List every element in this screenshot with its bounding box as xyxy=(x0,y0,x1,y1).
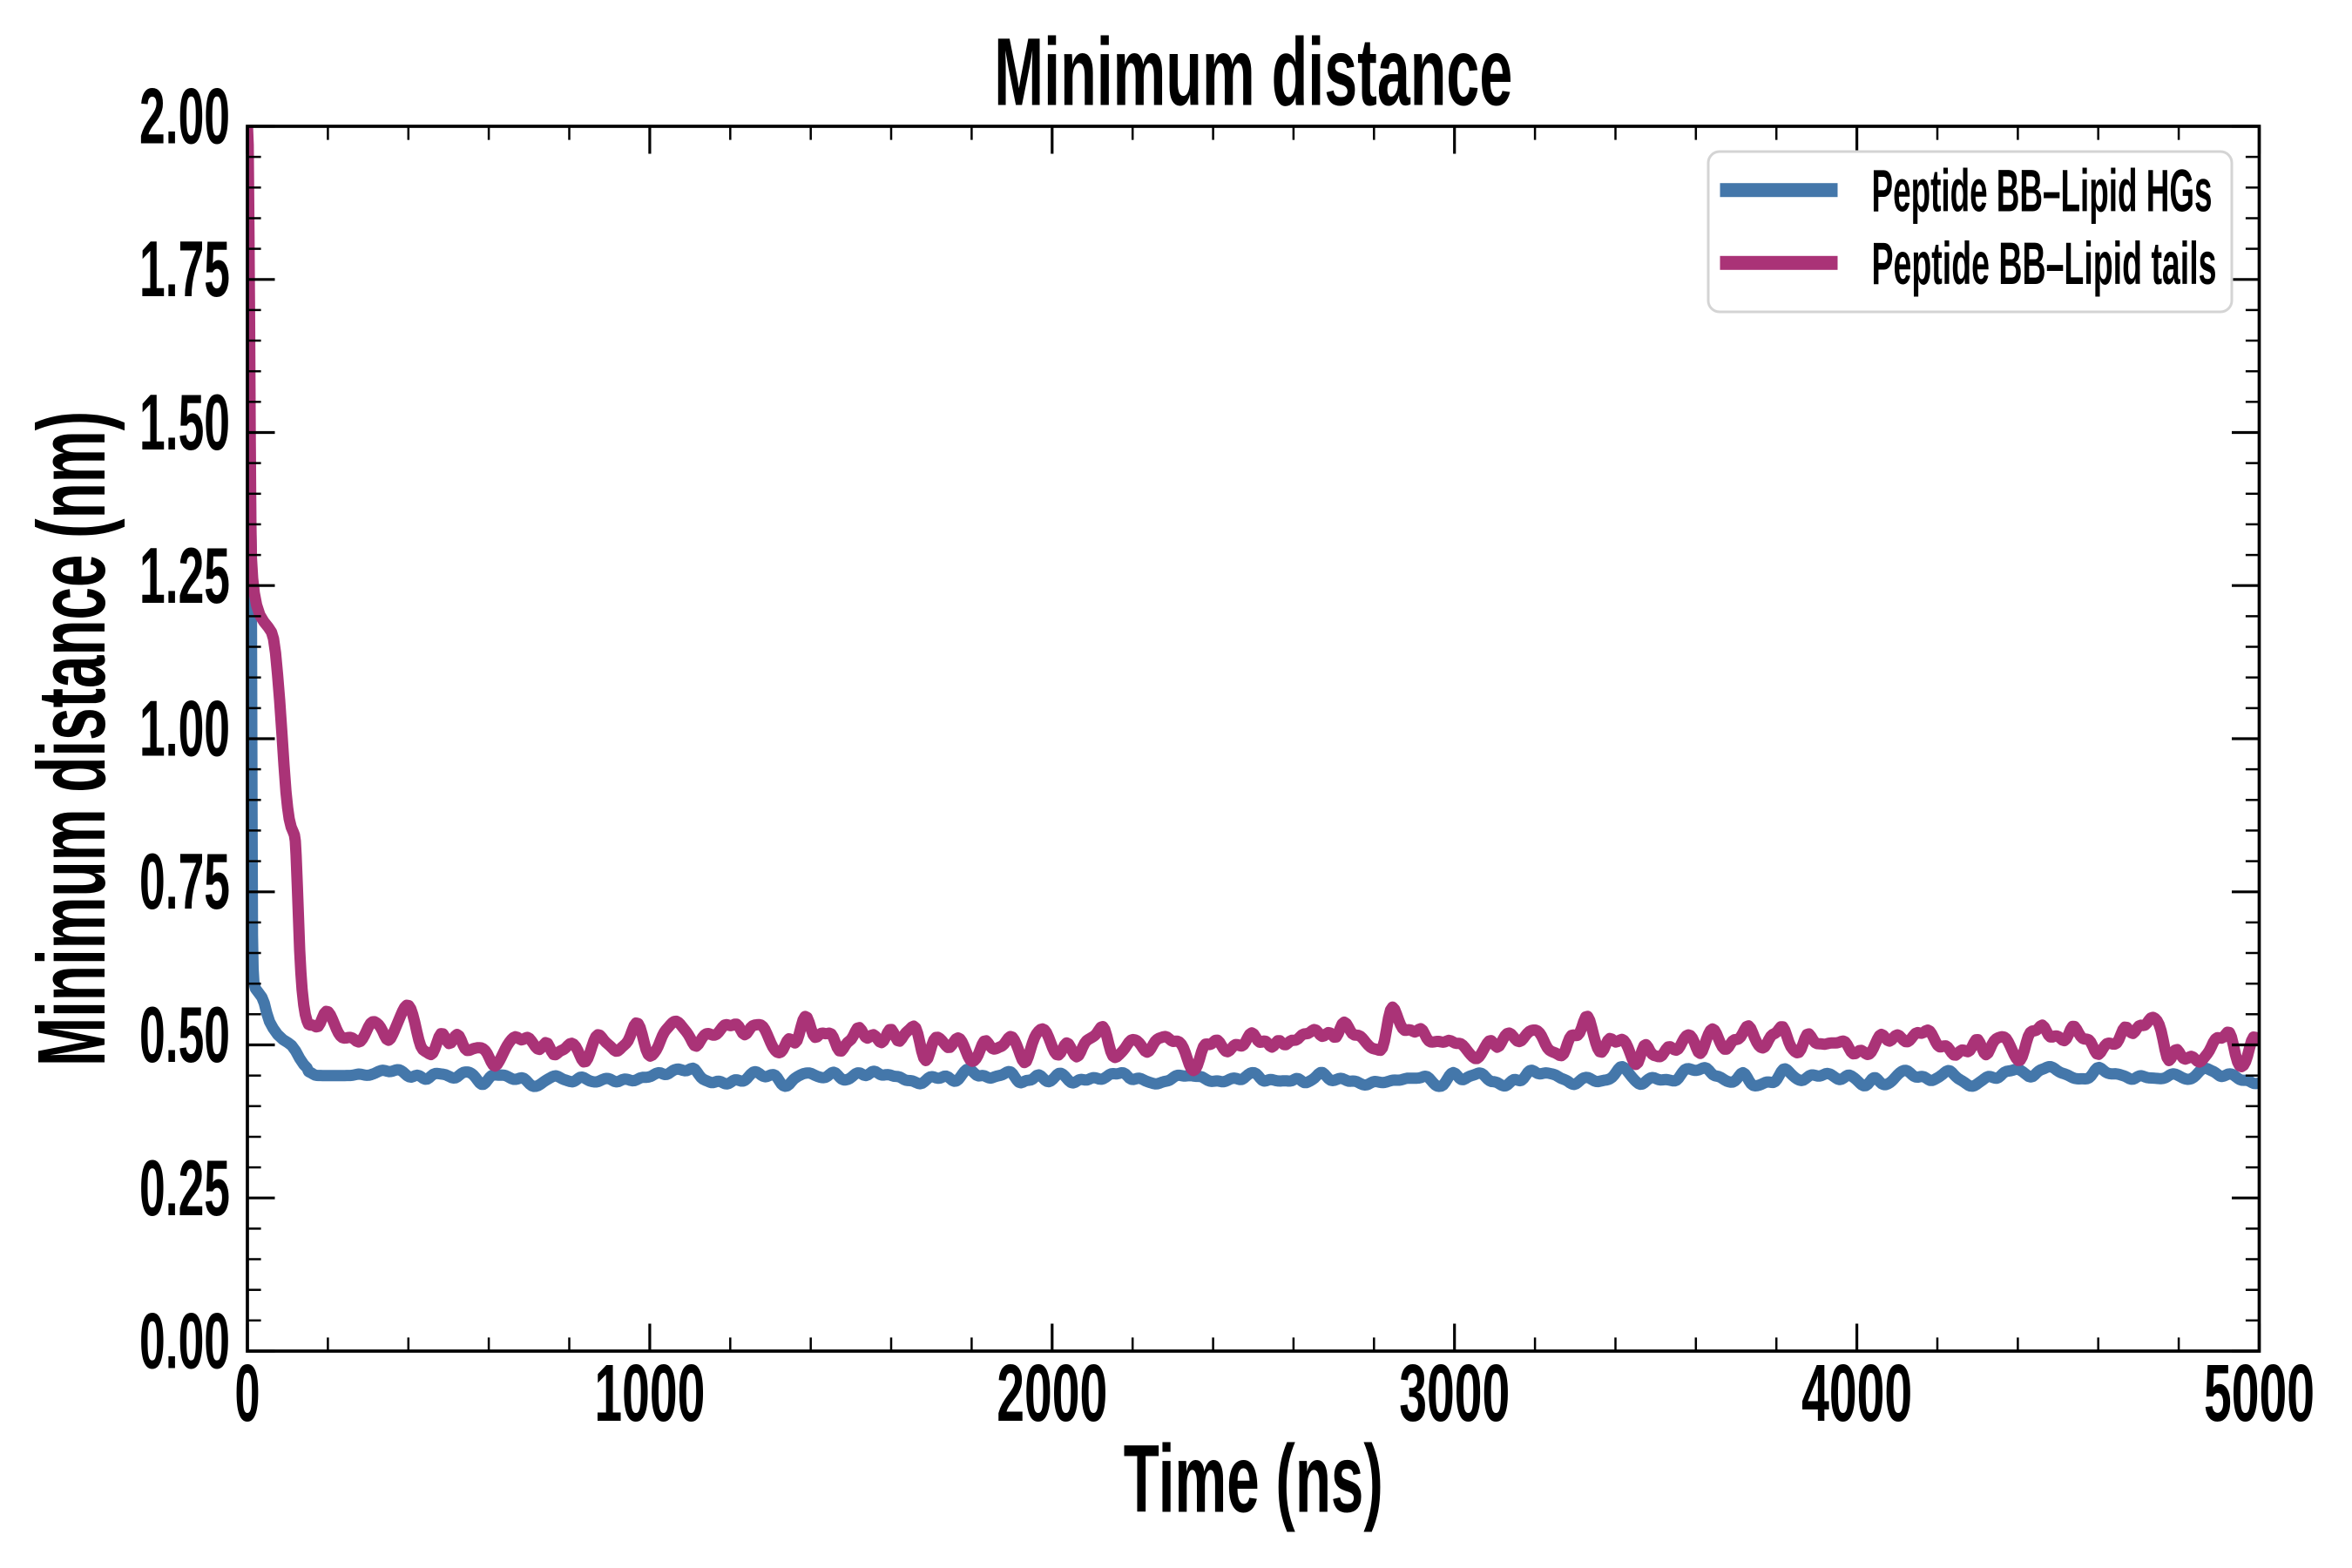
svg-text:Minimum distance: Minimum distance xyxy=(994,19,1512,126)
svg-text:4000: 4000 xyxy=(1801,1348,1912,1438)
svg-text:0.25: 0.25 xyxy=(139,1145,230,1233)
svg-text:0.00: 0.00 xyxy=(139,1298,230,1386)
svg-text:3000: 3000 xyxy=(1399,1348,1510,1438)
svg-text:0.50: 0.50 xyxy=(139,991,230,1079)
svg-text:2000: 2000 xyxy=(997,1348,1107,1438)
svg-text:0: 0 xyxy=(235,1348,260,1438)
svg-text:2.00: 2.00 xyxy=(139,73,230,161)
svg-text:1.25: 1.25 xyxy=(139,532,230,620)
svg-text:Time (ns): Time (ns) xyxy=(1124,1426,1383,1533)
svg-text:Minimum distance (nm): Minimum distance (nm) xyxy=(18,411,125,1066)
svg-text:1.50: 1.50 xyxy=(139,379,230,467)
svg-text:Peptide BB–Lipid tails: Peptide BB–Lipid tails xyxy=(1872,231,2217,297)
svg-text:1.75: 1.75 xyxy=(139,226,230,314)
svg-text:5000: 5000 xyxy=(2204,1348,2315,1438)
svg-text:1000: 1000 xyxy=(594,1348,705,1438)
svg-text:0.75: 0.75 xyxy=(139,838,230,926)
svg-text:1.00: 1.00 xyxy=(139,686,230,774)
svg-text:Peptide BB–Lipid HGs: Peptide BB–Lipid HGs xyxy=(1872,158,2213,224)
